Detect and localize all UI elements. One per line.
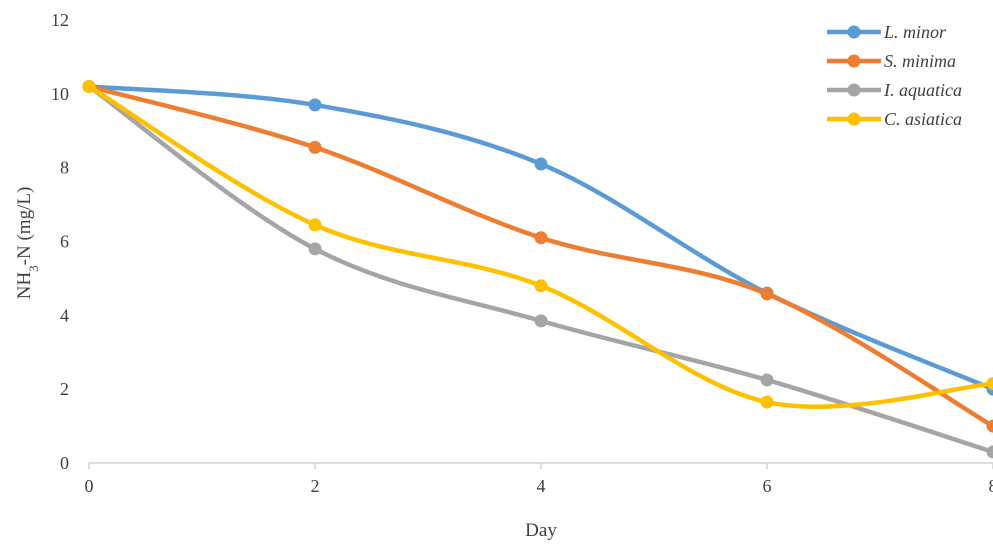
data-point [534,279,548,293]
series-i-aquatica [82,79,993,459]
y-axis-title-post: -N (mg/L) [14,187,35,266]
x-tick-labels: 0 2 4 6 8 [85,463,993,496]
y-tick-label: 4 [60,305,69,325]
y-tick-label: 6 [60,232,69,252]
y-axis-title-pre: NH [14,272,35,300]
data-point [986,445,993,459]
data-point [760,395,774,409]
series-c-asiatica [82,79,993,409]
data-point [308,140,322,154]
y-tick-label: 10 [51,84,69,104]
data-point [308,98,322,112]
data-point [534,231,548,245]
data-point [986,419,993,433]
legend-item: I. aquatica [827,80,962,100]
legend: L. minor S. minima I. aquatica C. asiatica [827,22,962,129]
data-point [308,218,322,232]
y-axis-title: NH3-N (mg/L) [14,187,41,300]
data-point [534,314,548,328]
data-point [308,242,322,256]
legend-item: L. minor [827,22,947,42]
legend-label: L. minor [883,22,947,42]
series-line [86,84,993,409]
legend-swatch-marker [847,54,861,68]
series-s-minima [82,79,993,433]
x-tick-label: 4 [537,476,546,496]
y-tick-label: 0 [60,453,69,473]
data-point [534,157,548,171]
x-tick-label: 0 [85,476,94,496]
data-point [760,287,774,301]
legend-label: C. asiatica [884,109,962,129]
x-tick-label: 2 [311,476,320,496]
x-tick-label: 6 [763,476,772,496]
legend-swatch-marker [847,83,861,97]
series-line [86,84,993,455]
x-tick-label: 8 [989,476,993,496]
y-tick-labels: 0 2 4 6 8 10 12 [51,10,69,473]
legend-swatch-marker [847,112,861,126]
legend-item: S. minima [827,51,956,71]
data-point [760,373,774,387]
y-axis-title-sub: 3 [26,265,41,272]
y-tick-label: 8 [60,158,69,178]
series-line [86,84,993,429]
y-tick-label: 2 [60,379,69,399]
data-point [986,377,993,391]
x-axis-title: Day [525,520,557,541]
legend-label: S. minima [884,51,956,71]
series-lines [82,79,993,459]
legend-label: I. aquatica [883,80,962,100]
legend-swatch-marker [847,25,861,39]
data-point [82,79,96,93]
legend-item: C. asiatica [827,109,962,129]
y-tick-label: 12 [51,10,69,30]
